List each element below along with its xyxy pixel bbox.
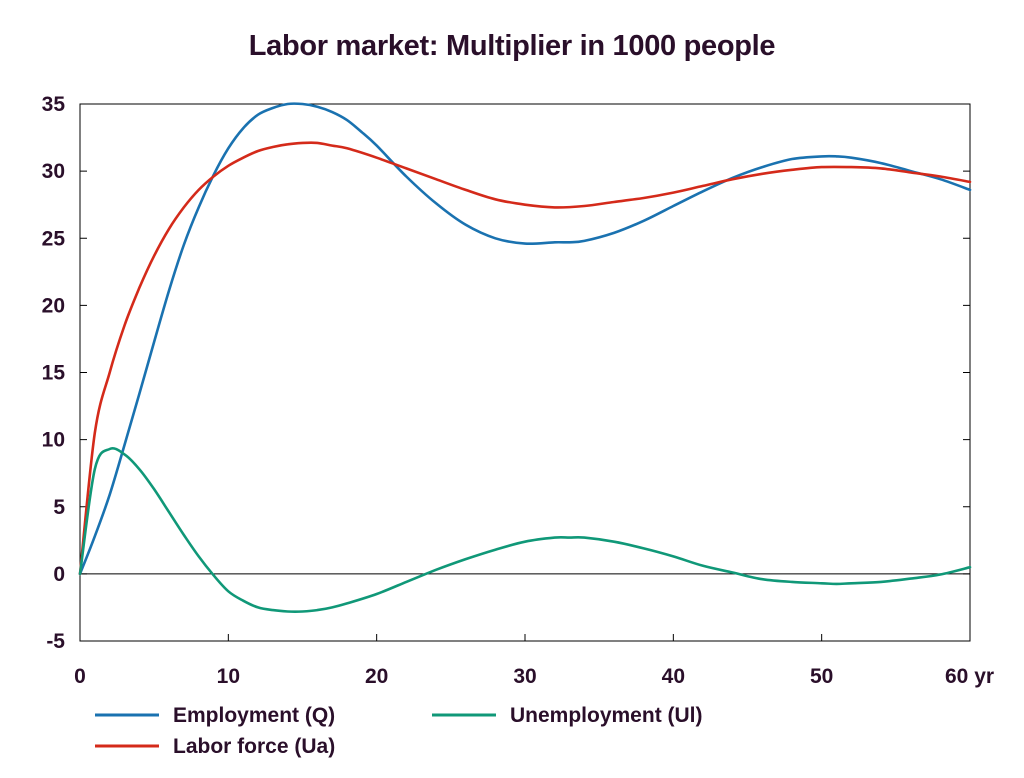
labor-force-line <box>78 141 972 576</box>
legend-label: Labor force (Ua) <box>173 735 335 758</box>
x-tick-label: 30 <box>513 665 536 688</box>
unemployment-line <box>78 447 972 613</box>
legend-item-employment: Employment (Q) <box>95 704 335 727</box>
x-tick-label: 50 <box>810 665 833 688</box>
legend: Employment (Q) Labor force (Ua) Unemployme… <box>95 704 703 758</box>
y-tick-label: 10 <box>42 429 65 452</box>
x-tick-label: 60 yr <box>945 665 994 688</box>
series-lines <box>78 102 972 613</box>
x-tick-label: 0 <box>74 665 86 688</box>
x-tick-label: 10 <box>217 665 240 688</box>
employment-line <box>78 102 972 576</box>
y-tick-label: 20 <box>42 294 65 317</box>
plot-frame <box>79 103 971 642</box>
y-tick-label: 35 <box>42 93 66 116</box>
axes: -5 0 5 10 15 20 25 30 35 0 10 20 30 40 50 60 yr <box>42 93 994 688</box>
legend-label: Employment (Q) <box>173 704 335 727</box>
y-tick-label: 15 <box>42 362 66 385</box>
y-tick-label: 5 <box>53 496 65 519</box>
y-tick-label: -5 <box>46 630 65 653</box>
legend-item-unemployment: Unemployment (Ul) <box>432 704 703 727</box>
chart-title: Labor market: Multiplier in 1000 people <box>248 30 776 62</box>
y-tick-label: 0 <box>53 563 65 586</box>
x-tick-label: 40 <box>662 665 685 688</box>
x-tick-label: 20 <box>365 665 388 688</box>
legend-item-labor-force: Labor force (Ua) <box>95 735 335 758</box>
y-tick-label: 30 <box>42 160 65 183</box>
legend-label: Unemployment (Ul) <box>510 704 703 727</box>
y-tick-label: 25 <box>42 227 66 250</box>
